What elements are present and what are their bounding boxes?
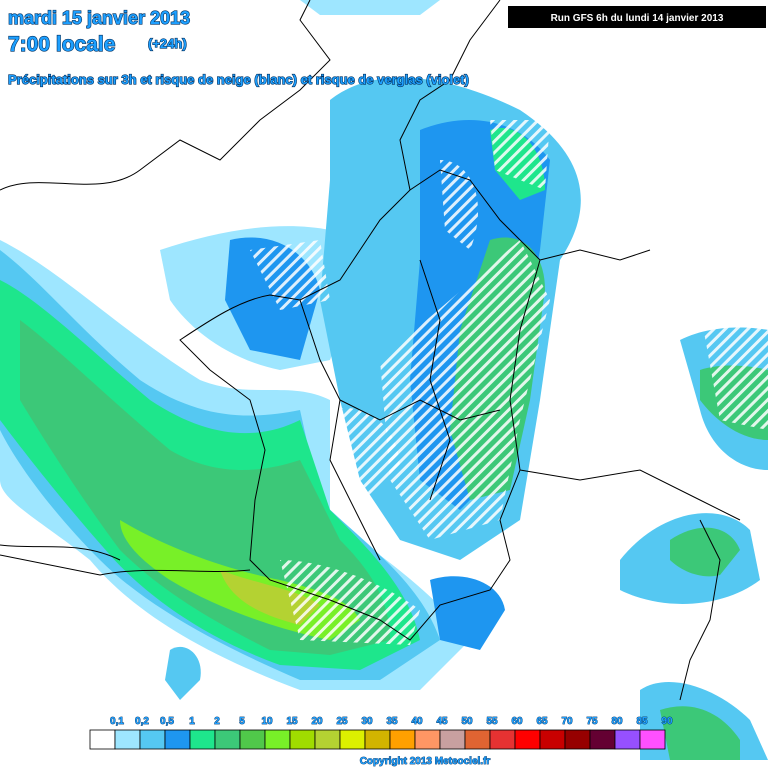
run-box [508, 6, 766, 28]
legend-swatch [464, 729, 491, 750]
legend-swatch [114, 729, 141, 750]
legend-swatch [289, 729, 316, 750]
legend-label: 85 [636, 716, 648, 727]
legend-label: 15 [286, 716, 298, 727]
legend-swatch [214, 729, 241, 750]
legend-label: 20 [311, 716, 323, 727]
legend-label: 60 [511, 716, 523, 727]
legend-label: 0,2 [135, 716, 149, 727]
legend-swatch [389, 729, 416, 750]
legend-swatch [589, 729, 616, 750]
legend-swatch [164, 729, 191, 750]
legend-swatch [139, 729, 166, 750]
snow-risk [0, 120, 768, 645]
legend-swatch [339, 729, 366, 750]
legend-label: 40 [411, 716, 423, 727]
legend-label: 0,5 [160, 716, 174, 727]
legend-swatch [189, 729, 216, 750]
legend-swatch [439, 729, 466, 750]
legend-label: 5 [239, 716, 245, 727]
legend-label: 1 [189, 716, 195, 727]
map-subtitle: Précipitations sur 3h et risque de neige… [8, 72, 469, 87]
legend-swatch [314, 729, 341, 750]
borders [0, 0, 741, 701]
legend-swatch [364, 729, 391, 750]
legend-label: 70 [561, 716, 573, 727]
legend-swatch [489, 729, 516, 750]
legend-label: 10 [261, 716, 273, 727]
legend-label: 80 [611, 716, 623, 727]
legend-swatch [414, 729, 441, 750]
legend-swatch [514, 729, 541, 750]
legend-label: 35 [386, 716, 398, 727]
legend-label: 30 [361, 716, 373, 727]
legend-swatch [614, 729, 641, 750]
legend-label: 2 [214, 716, 220, 727]
legend-label: 25 [336, 716, 348, 727]
legend-label: 50 [461, 716, 473, 727]
legend-label: 75 [586, 716, 598, 727]
legend-swatch [89, 729, 116, 750]
legend-swatch [264, 729, 291, 750]
legend-swatch [639, 729, 666, 750]
legend: 0,1 0,2 0,5 1 2 5 10 15 20 25 30 35 40 45 50 55 60 65 70 75… [89, 716, 673, 750]
legend-label: 45 [436, 716, 448, 727]
legend-label: 0,1 [110, 716, 124, 727]
run-info: Run GFS 6h du lundi 14 janvier 2013 [551, 13, 724, 24]
legend-swatch [239, 729, 266, 750]
legend-swatch [564, 729, 591, 750]
legend-label: 90 [661, 716, 673, 727]
legend-swatch [539, 729, 566, 750]
copyright: Copyright 2013 Meteociel.fr [360, 756, 491, 767]
map-time: 7:00 locale [8, 33, 115, 56]
map-lead: (+24h) [148, 36, 187, 51]
map-date: mardi 15 janvier 2013 [8, 8, 190, 28]
legend-label: 55 [486, 716, 498, 727]
legend-label: 65 [536, 716, 548, 727]
